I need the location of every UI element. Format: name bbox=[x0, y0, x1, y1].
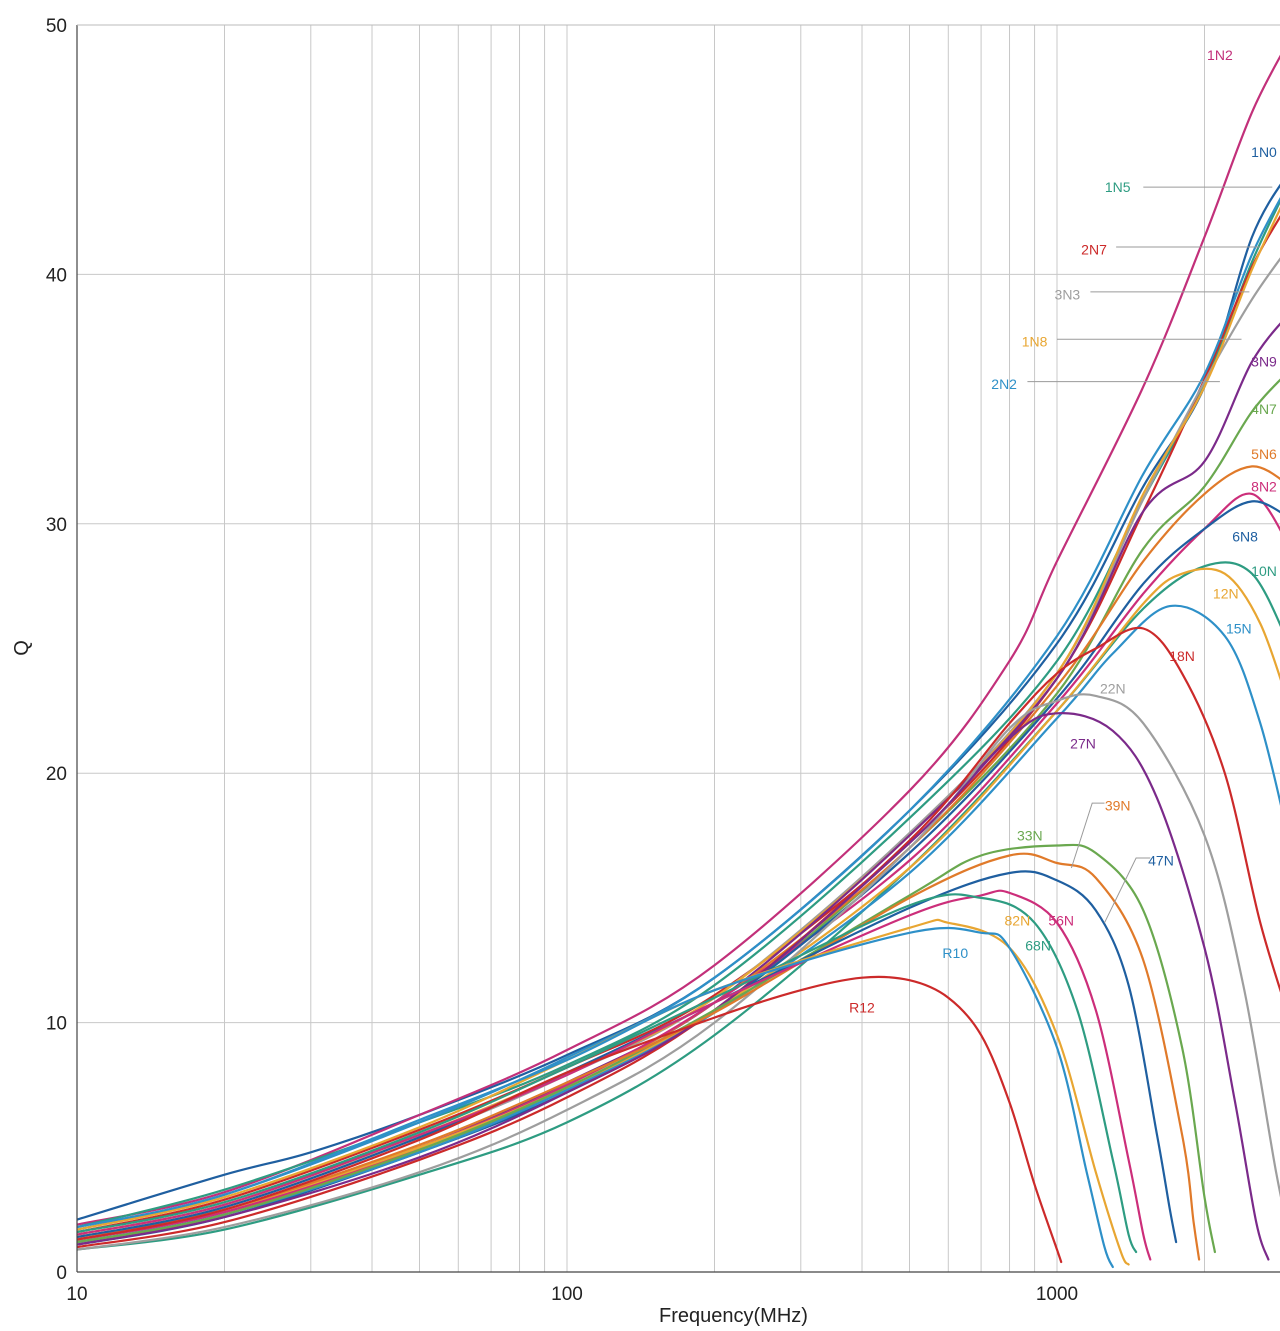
x-axis-label: Frequency(MHz) bbox=[659, 1305, 808, 1327]
series-label-10n: 10N bbox=[1251, 563, 1277, 579]
series-label-82n: 82N bbox=[1005, 912, 1031, 928]
series-line-1n5 bbox=[77, 199, 1280, 1229]
series-label-12n: 12N bbox=[1213, 586, 1239, 602]
series-label-6n8: 6N8 bbox=[1232, 528, 1258, 544]
x-tick-label: 1000 bbox=[1036, 1284, 1078, 1305]
series-line-3n3 bbox=[77, 257, 1280, 1239]
series-line-12n bbox=[77, 567, 1280, 1239]
series-line-1n8 bbox=[77, 206, 1280, 1236]
series-line-4n7 bbox=[77, 378, 1280, 1244]
series-line-2n2 bbox=[77, 196, 1280, 1231]
series-label-1n2: 1N2 bbox=[1207, 47, 1233, 63]
series-label-68n: 68N bbox=[1025, 937, 1051, 953]
series-line-18n bbox=[77, 626, 1280, 1249]
series-label-3n9: 3N9 bbox=[1251, 354, 1277, 370]
y-tick-label: 50 bbox=[46, 16, 67, 37]
series-label-1n0: 1N0 bbox=[1251, 144, 1277, 160]
series-label-56n: 56N bbox=[1048, 912, 1074, 928]
series-label-4n7: 4N7 bbox=[1251, 401, 1277, 417]
y-tick-label: 40 bbox=[46, 265, 67, 286]
series-label-47n: 47N bbox=[1148, 852, 1174, 868]
y-tick-label: 30 bbox=[46, 515, 67, 536]
series-line-39n bbox=[77, 852, 1201, 1261]
y-tick-label: 10 bbox=[46, 1014, 67, 1035]
leader-line-39n bbox=[1070, 802, 1105, 869]
series-line-r10 bbox=[77, 926, 1114, 1269]
series-label-18n: 18N bbox=[1169, 648, 1195, 664]
series-line-68n bbox=[77, 893, 1138, 1254]
series-label-39n: 39N bbox=[1105, 798, 1131, 814]
x-tick-label: 10 bbox=[66, 1284, 87, 1305]
grid-lines bbox=[77, 25, 1280, 1272]
series-line-6n8 bbox=[77, 500, 1280, 1246]
label-leaders bbox=[1027, 186, 1273, 924]
series-label-15n: 15N bbox=[1226, 621, 1252, 637]
series-label-33n: 33N bbox=[1017, 828, 1043, 844]
series-labels: 1N0 1N2 1N5 2N7 3N3 1N8 2N2 3N9 4N7 5N6 8N2 6N8 10N 1… bbox=[849, 47, 1277, 1016]
series-label-2n2: 2N2 bbox=[991, 376, 1017, 392]
series-label-r12: R12 bbox=[849, 1000, 875, 1016]
series-line-56n bbox=[77, 889, 1152, 1261]
series-line-r12 bbox=[77, 975, 1063, 1264]
series-label-2n7: 2N7 bbox=[1081, 241, 1107, 257]
series-label-3n3: 3N3 bbox=[1055, 286, 1081, 302]
series-line-10n bbox=[77, 561, 1280, 1251]
series-line-15n bbox=[77, 604, 1280, 1244]
series-line-5n6 bbox=[77, 465, 1280, 1244]
series-label-1n5: 1N5 bbox=[1105, 179, 1131, 195]
y-tick-label: 0 bbox=[56, 1263, 67, 1284]
y-tick-label: 20 bbox=[46, 764, 67, 785]
series-label-27n: 27N bbox=[1070, 735, 1096, 751]
series-line-33n bbox=[77, 843, 1216, 1254]
series-line-27n bbox=[77, 712, 1270, 1261]
series-label-1n8: 1N8 bbox=[1022, 334, 1048, 350]
x-tick-label: 100 bbox=[551, 1284, 583, 1305]
series-label-8n2: 8N2 bbox=[1251, 478, 1277, 494]
series-line-1n2 bbox=[77, 54, 1280, 1226]
series-line-82n bbox=[77, 918, 1130, 1266]
series-lines bbox=[77, 54, 1280, 1269]
y-axis-label: Q bbox=[11, 640, 33, 656]
series-label-22n: 22N bbox=[1100, 680, 1126, 696]
series-label-5n6: 5N6 bbox=[1251, 446, 1277, 462]
leader-line-47n bbox=[1104, 857, 1151, 924]
series-label-r10: R10 bbox=[942, 945, 968, 961]
series-line-47n bbox=[77, 870, 1178, 1244]
series-line-22n bbox=[77, 693, 1280, 1251]
series-line-2n7 bbox=[77, 214, 1280, 1234]
